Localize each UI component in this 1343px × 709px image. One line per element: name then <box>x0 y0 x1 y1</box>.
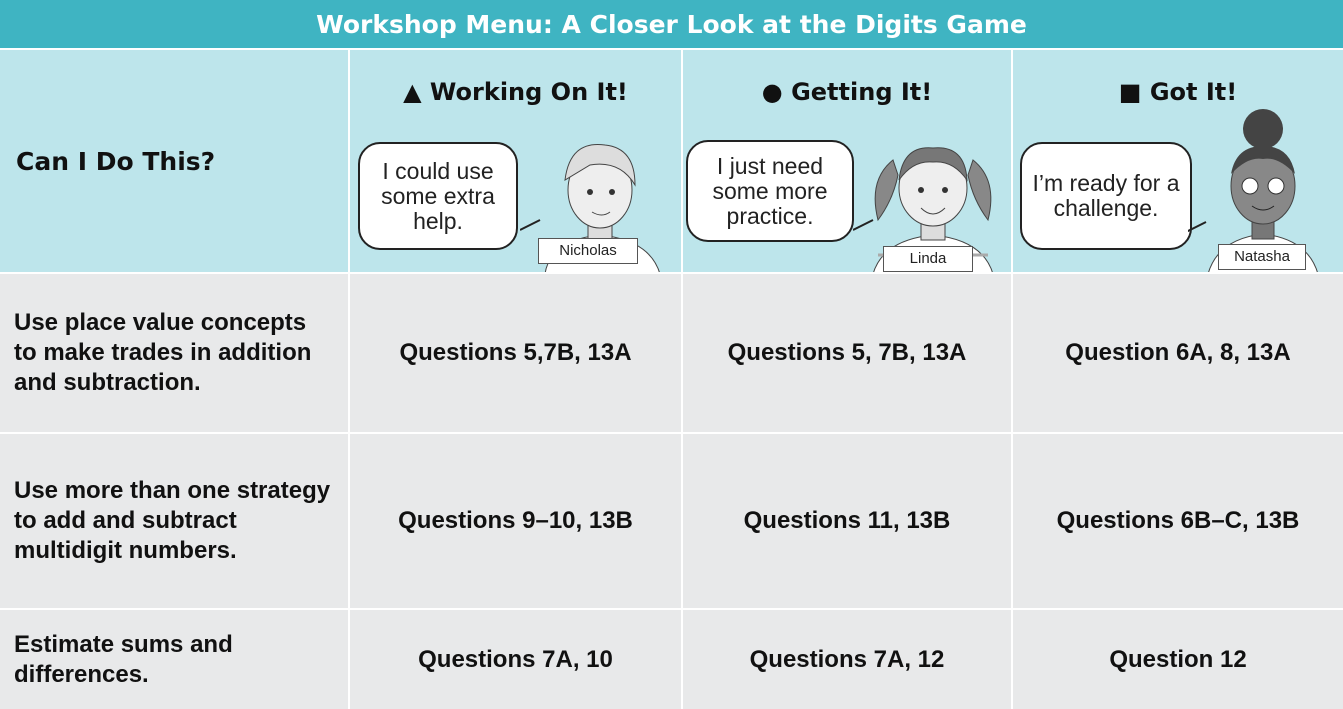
level-header: ▲ Working On It! I could use some extra … <box>350 48 683 274</box>
question-cell: Questions 7A, 12 <box>683 608 1013 709</box>
skill-cell: Estimate sums and differences. <box>0 608 350 709</box>
question-cell: Questions 7A, 10 <box>350 608 683 709</box>
question-cell: Question 6A, 8, 13A <box>1013 272 1343 432</box>
question-cell: Questions 11, 13B <box>683 432 1013 608</box>
skill-cell: Use place value concepts to make trades … <box>0 272 350 432</box>
speech-bubble: I just need some more practice. <box>686 140 854 242</box>
name-tag: Nicholas <box>538 238 638 264</box>
question-cell: Question 12 <box>1013 608 1343 709</box>
level-title: ● Getting It! <box>761 78 933 106</box>
skill-cell: Use more than one strategy to add and su… <box>0 432 350 608</box>
question-cell: Questions 9–10, 13B <box>350 432 683 608</box>
speech-bubble: I could use some extra help. <box>358 142 518 250</box>
level-title: ▲ Working On It! <box>403 78 628 106</box>
question-header: Can I Do This? <box>0 48 350 272</box>
level-header: ● Getting It! I just need some more prac… <box>683 48 1013 274</box>
name-tag: Natasha <box>1218 244 1306 270</box>
question-cell: Questions 6B–C, 13B <box>1013 432 1343 608</box>
question-cell: Questions 5, 7B, 13A <box>683 272 1013 432</box>
speech-bubble: I’m ready for a challenge. <box>1020 142 1192 250</box>
name-tag: Linda <box>883 246 973 272</box>
level-title: ■ Got It! <box>1118 78 1238 106</box>
title: Workshop Menu: A Closer Look at the Digi… <box>0 0 1343 48</box>
level-header: ■ Got It! I’m ready for a challenge. Nat… <box>1013 48 1343 274</box>
question-cell: Questions 5,7B, 13A <box>350 272 683 432</box>
